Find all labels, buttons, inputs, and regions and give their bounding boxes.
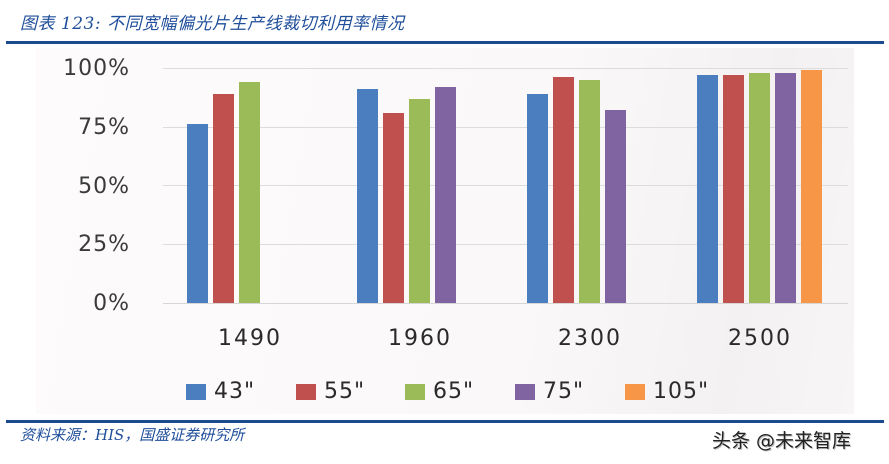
x-tick-label: 1960 [388,326,452,351]
legend-item-75: 75" [515,380,584,404]
gridline [163,127,848,128]
legend-label: 55" [324,379,366,404]
bar-2300-65in [579,80,600,303]
gridline [163,244,848,245]
bar-1960-65in [409,99,430,303]
legend-label: 43" [214,379,256,404]
legend-swatch [625,384,645,400]
legend-item-55: 55" [296,380,365,404]
legend-item-43: 43" [186,380,255,404]
figure-title: 图表 123: 不同宽幅偏光片生产线裁切利用率情况 [20,14,405,34]
legend-label: 65" [433,379,475,404]
bar-2500-55in [723,75,744,303]
y-tick-label: 75% [78,115,130,140]
bar-2500-65in [749,73,770,303]
source-note: 资料来源：HIS，国盛证券研究所 [20,426,245,444]
gridline [163,185,848,186]
bar-1960-75in [435,87,456,303]
x-tick-label: 2500 [728,326,792,351]
top-rule [6,41,884,44]
legend-item-105: 105" [625,380,709,404]
bar-2500-105in [801,70,822,303]
legend-label: 105" [653,379,710,404]
y-tick-label: 100% [63,56,130,81]
y-tick-label: 25% [78,232,130,257]
legend-swatch [405,384,425,400]
watermark: 头条 @未来智库 [712,430,852,452]
legend-item-65: 65" [405,380,474,404]
x-tick-label: 1490 [218,326,282,351]
x-axis-baseline [163,303,848,304]
bar-2300-43in [527,94,548,303]
bottom-rule [6,420,884,423]
legend-swatch [186,384,206,400]
bar-1960-55in [383,113,404,303]
legend-label: 75" [543,379,585,404]
x-tick-label: 2300 [558,326,622,351]
y-tick-label: 0% [93,291,130,316]
bar-1490-55in [213,94,234,303]
bar-1490-65in [239,82,260,303]
bar-2300-75in [605,110,626,303]
legend-swatch [296,384,316,400]
bar-1960-43in [357,89,378,303]
y-tick-label: 50% [78,174,130,199]
gridline [163,68,848,69]
legend-swatch [515,384,535,400]
bar-2500-75in [775,73,796,303]
bar-2300-55in [553,77,574,303]
bar-2500-43in [697,75,718,303]
bar-1490-43in [187,124,208,303]
